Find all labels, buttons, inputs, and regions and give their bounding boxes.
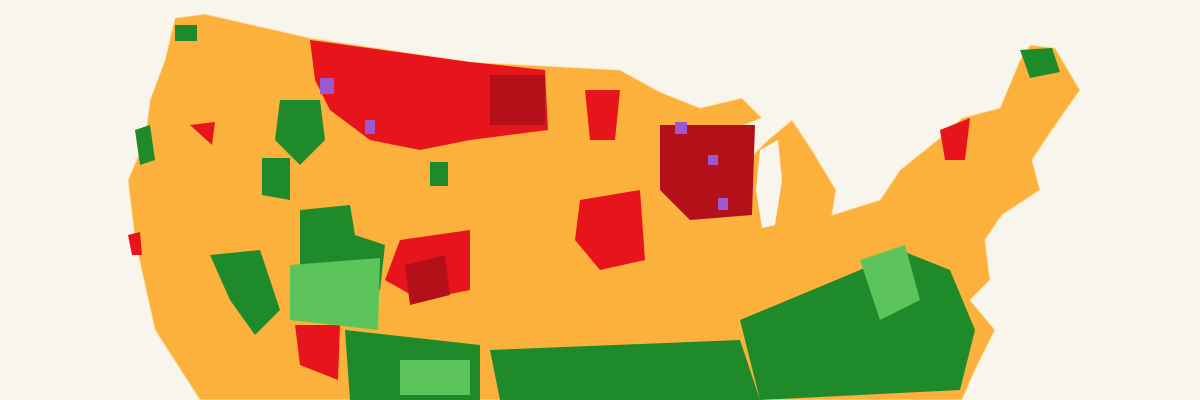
- region: [585, 90, 620, 140]
- region: [128, 232, 142, 255]
- purple-regions: [320, 78, 728, 210]
- lake: [756, 140, 782, 228]
- region: [320, 78, 334, 94]
- light-green-regions: [290, 245, 920, 395]
- region: [295, 325, 340, 380]
- region: [708, 155, 718, 165]
- region: [940, 118, 970, 160]
- region: [575, 190, 645, 270]
- region: [660, 125, 755, 220]
- dark-red-regions: [405, 75, 755, 305]
- region: [860, 245, 920, 320]
- region: [490, 75, 545, 125]
- region: [405, 255, 450, 305]
- region: [290, 258, 380, 330]
- region: [675, 122, 687, 134]
- region: [1020, 48, 1060, 78]
- region: [365, 120, 375, 134]
- region: [135, 125, 155, 165]
- region: [175, 25, 197, 41]
- region: [490, 340, 760, 400]
- region: [718, 198, 728, 210]
- region: [262, 158, 290, 200]
- region: [190, 122, 215, 145]
- region: [210, 250, 280, 335]
- region: [275, 100, 325, 165]
- region: [400, 360, 470, 395]
- region: [430, 162, 448, 186]
